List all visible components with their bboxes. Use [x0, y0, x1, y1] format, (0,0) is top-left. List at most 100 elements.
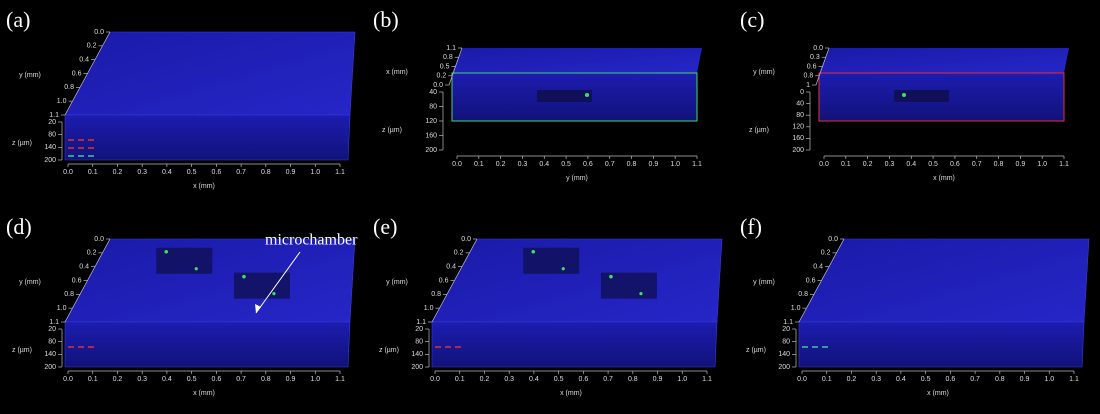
- x-axis-title: x (mm): [933, 175, 955, 182]
- x-tick-label: 0.9: [1020, 376, 1030, 383]
- y-tick-label: 1.0: [57, 305, 67, 312]
- z-tick-label: 80: [796, 112, 804, 119]
- cell: [272, 292, 275, 295]
- y-axis-title: y (mm): [19, 72, 41, 79]
- x-tick-label: 0.8: [627, 161, 637, 168]
- x-tick-label: 1.0: [310, 169, 320, 176]
- z-tick-label: 140: [44, 144, 56, 151]
- x-tick-label: 0.1: [822, 376, 832, 383]
- cell: [531, 250, 535, 254]
- x-tick-label: 0.6: [945, 376, 955, 383]
- x-tick-label: 0.7: [603, 376, 613, 383]
- x-tick-label: 0.0: [819, 161, 829, 168]
- x-tick-label: 0.8: [261, 169, 271, 176]
- y-axis-title: y (mm): [753, 69, 775, 76]
- z-tick-label: 40: [429, 89, 437, 96]
- y-axis-title: x (mm): [386, 69, 408, 76]
- x-axis-title: x (mm): [193, 390, 215, 397]
- x-tick-label: 0.2: [496, 161, 506, 168]
- cell: [902, 93, 906, 97]
- x-tick-label: 0.5: [921, 376, 931, 383]
- x-tick-label: 0.9: [286, 376, 296, 383]
- sample-front: [65, 115, 350, 160]
- x-tick-label: 0.4: [539, 161, 549, 168]
- z-tick-label: 20: [415, 326, 423, 333]
- x-tick-label: 0.3: [137, 376, 147, 383]
- z-tick-label: 200: [44, 157, 56, 164]
- x-tick-label: 0.4: [896, 376, 906, 383]
- x-tick-label: 1.1: [335, 169, 345, 176]
- y-tick-label: 0.6: [72, 70, 82, 77]
- y-tick-label: 0.2: [87, 250, 97, 257]
- cell: [609, 275, 613, 279]
- x-tick-label: 1.1: [692, 161, 702, 168]
- x-tick-label: 0.0: [63, 376, 73, 383]
- x-tick-label: 0.9: [286, 169, 296, 176]
- z-tick-label: 140: [411, 351, 423, 358]
- z-tick-label: 200: [792, 147, 804, 154]
- y-tick-label: 0.8: [443, 54, 453, 61]
- x-tick-label: 0.6: [211, 169, 221, 176]
- x-tick-label: 0.7: [972, 161, 982, 168]
- z-axis-title: z (µm): [746, 347, 766, 354]
- y-tick-label: 0.2: [454, 250, 464, 257]
- y-tick-label: 1.1: [446, 45, 456, 52]
- y-tick-label: 0.5: [440, 63, 450, 70]
- x-tick-label: 1.0: [310, 376, 320, 383]
- sample-front: [432, 322, 717, 367]
- z-tick-label: 160: [425, 132, 437, 139]
- x-tick-label: 0.0: [797, 376, 807, 383]
- x-tick-label: 0.6: [583, 161, 593, 168]
- x-tick-label: 0.0: [430, 376, 440, 383]
- z-tick-label: 80: [415, 339, 423, 346]
- x-tick-label: 0.3: [885, 161, 895, 168]
- cell: [562, 267, 565, 270]
- x-tick-label: 0.3: [504, 376, 514, 383]
- z-tick-label: 80: [48, 132, 56, 139]
- z-axis-title: z (µm): [382, 127, 402, 134]
- x-tick-label: 1.0: [1044, 376, 1054, 383]
- y-tick-label: 1: [806, 82, 810, 89]
- x-tick-label: 0.9: [653, 376, 663, 383]
- cell: [164, 250, 168, 254]
- z-tick-label: 160: [792, 135, 804, 142]
- y-tick-label: 1.1: [49, 112, 59, 119]
- y-tick-label: 0.8: [431, 291, 441, 298]
- panel-label: (b): [373, 7, 399, 32]
- microchamber: [537, 90, 592, 102]
- z-axis-title: z (µm): [749, 127, 769, 134]
- x-tick-label: 0.1: [841, 161, 851, 168]
- y-tick-label: 0.4: [79, 264, 89, 271]
- x-tick-label: 0.2: [113, 376, 123, 383]
- y-tick-label: 0.4: [79, 57, 89, 64]
- z-tick-label: 80: [782, 339, 790, 346]
- x-tick-label: 0.8: [261, 376, 271, 383]
- x-tick-label: 0.6: [950, 161, 960, 168]
- x-tick-label: 0.8: [628, 376, 638, 383]
- x-tick-label: 0.7: [605, 161, 615, 168]
- x-tick-label: 0.0: [452, 161, 462, 168]
- y-tick-label: 0.2: [87, 43, 97, 50]
- x-tick-label: 0.5: [554, 376, 564, 383]
- x-tick-label: 0.2: [113, 169, 123, 176]
- sample-top: [819, 48, 1069, 73]
- x-tick-label: 0.5: [561, 161, 571, 168]
- x-tick-label: 1.1: [702, 376, 712, 383]
- y-tick-label: 0.4: [446, 264, 456, 271]
- x-tick-label: 1.1: [1069, 376, 1079, 383]
- y-tick-label: 0.0: [94, 29, 104, 36]
- x-tick-label: 1.0: [677, 376, 687, 383]
- panel-label: (a): [6, 7, 30, 32]
- z-tick-label: 20: [48, 326, 56, 333]
- y-tick-label: 1.1: [783, 319, 793, 326]
- z-tick-label: 200: [44, 364, 56, 371]
- sample-top: [65, 32, 355, 115]
- y-tick-label: 1.1: [416, 319, 426, 326]
- y-tick-label: 0.3: [810, 54, 820, 61]
- y-tick-label: 1.0: [791, 305, 801, 312]
- x-tick-label: 0.1: [455, 376, 465, 383]
- y-tick-label: 0.6: [807, 63, 817, 70]
- y-tick-label: 0.0: [433, 82, 443, 89]
- z-tick-label: 200: [425, 147, 437, 154]
- x-tick-label: 0.8: [994, 161, 1004, 168]
